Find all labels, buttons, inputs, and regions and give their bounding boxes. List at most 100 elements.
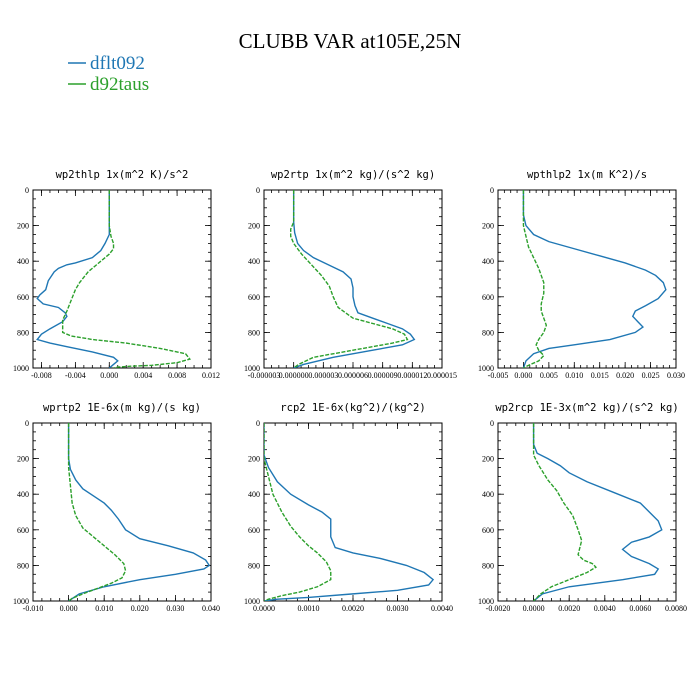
series-line-dflt092 bbox=[522, 190, 667, 368]
y-tick-label: 400 bbox=[248, 257, 260, 266]
y-tick-label: 1000 bbox=[244, 597, 260, 606]
x-tick-label: 0.025 bbox=[642, 371, 660, 380]
series-line-dflt092 bbox=[67, 423, 211, 601]
axis-frame bbox=[263, 422, 443, 602]
x-tick-label: 0.0040 bbox=[594, 604, 616, 613]
y-tick-label: 1000 bbox=[13, 364, 29, 373]
y-tick-label: 800 bbox=[482, 328, 494, 337]
x-tick-label: 0.000015 bbox=[427, 371, 457, 380]
y-tick-label: 600 bbox=[482, 293, 494, 302]
panel-6: wp2rcp 1E-3x(m^2 kg)/(s^2 kg) -0.0020 0.00… bbox=[478, 402, 687, 613]
y-tick-label: 600 bbox=[248, 526, 260, 535]
x-tick-label: 0.015 bbox=[591, 371, 609, 380]
figure-title: CLUBB VAR at105E,25N bbox=[239, 29, 462, 53]
panel-title: wprtp2 1E-6x(m kg)/(s kg) bbox=[43, 402, 201, 414]
x-tick-label: 0.000012 bbox=[397, 371, 427, 380]
series-line-d92taus bbox=[532, 423, 598, 601]
y-tick-label: 0 bbox=[25, 186, 29, 195]
x-tick-label: 0.008 bbox=[168, 371, 186, 380]
axis-frame bbox=[32, 422, 212, 602]
y-tick-label: 400 bbox=[248, 490, 260, 499]
x-tick-label: 0.030 bbox=[667, 371, 685, 380]
y-tick-label: 1000 bbox=[478, 597, 494, 606]
y-tick-label: 1000 bbox=[13, 597, 29, 606]
panel-title: rcp2 1E-6x(kg^2)/(kg^2) bbox=[280, 402, 425, 414]
x-tick-label: 0.000006 bbox=[338, 371, 368, 380]
series-line-dflt092 bbox=[264, 423, 435, 601]
series-line-dflt092 bbox=[36, 190, 119, 368]
y-tick-label: 400 bbox=[482, 490, 494, 499]
y-tick-label: 200 bbox=[17, 455, 29, 464]
x-tick-label: 0.0080 bbox=[665, 604, 687, 613]
panel-title: wp2rcp 1E-3x(m^2 kg)/(s^2 kg) bbox=[495, 402, 678, 414]
y-tick-label: 800 bbox=[248, 328, 260, 337]
y-tick-label: 200 bbox=[482, 222, 494, 231]
y-tick-label: 400 bbox=[17, 257, 29, 266]
x-tick-label: 0.0040 bbox=[431, 604, 453, 613]
y-tick-label: 1000 bbox=[478, 364, 494, 373]
y-tick-label: 800 bbox=[17, 561, 29, 570]
x-tick-label: 0.000 bbox=[60, 604, 78, 613]
y-tick-label: 200 bbox=[482, 455, 494, 464]
panel-title: wpthlp2 1x(m K^2)/s bbox=[527, 169, 647, 181]
x-tick-label: 0.012 bbox=[202, 371, 220, 380]
x-tick-label: 0.0020 bbox=[342, 604, 364, 613]
axis-frame bbox=[32, 189, 212, 369]
x-tick-label: -0.008 bbox=[31, 371, 52, 380]
series-line-d92taus bbox=[264, 423, 332, 601]
y-tick-label: 200 bbox=[248, 455, 260, 464]
x-tick-label: -0.010 bbox=[23, 604, 44, 613]
y-tick-label: 0 bbox=[490, 186, 494, 195]
panel-title: wp2thlp 1x(m^2 K)/s^2 bbox=[56, 169, 189, 181]
series-line-dflt092 bbox=[532, 423, 663, 601]
legend: dflt092 d92taus bbox=[68, 53, 149, 95]
y-tick-label: 400 bbox=[17, 490, 29, 499]
x-tick-label: 0.0020 bbox=[558, 604, 580, 613]
panel-2: wp2rtp 1x(m^2 kg)/(s^2 kg) -0.000003 0.000… bbox=[244, 169, 457, 380]
y-tick-label: 200 bbox=[248, 222, 260, 231]
y-tick-label: 0 bbox=[25, 419, 29, 428]
y-tick-label: 0 bbox=[256, 419, 260, 428]
series-line-d92taus bbox=[290, 190, 409, 368]
panel-5: rcp2 1E-6x(kg^2)/(kg^2) 0.0000 0.0010 0.002… bbox=[244, 402, 453, 613]
series-line-d92taus bbox=[67, 423, 127, 601]
x-tick-label: 0.000003 bbox=[308, 371, 338, 380]
x-tick-label: -0.0020 bbox=[486, 604, 511, 613]
x-tick-label: 0.020 bbox=[616, 371, 634, 380]
y-tick-label: 800 bbox=[17, 328, 29, 337]
x-tick-label: -0.005 bbox=[488, 371, 509, 380]
axis-frame bbox=[263, 189, 443, 369]
series-line-d92taus bbox=[522, 190, 548, 368]
x-tick-label: 0.000 bbox=[100, 371, 118, 380]
y-tick-label: 600 bbox=[248, 293, 260, 302]
y-tick-label: 0 bbox=[256, 186, 260, 195]
series-line-d92taus bbox=[61, 190, 192, 368]
x-tick-label: 0.000009 bbox=[368, 371, 398, 380]
x-tick-label: -0.000003 bbox=[248, 371, 281, 380]
x-tick-label: 0.010 bbox=[95, 604, 113, 613]
x-tick-label: 0.040 bbox=[202, 604, 220, 613]
y-tick-label: 600 bbox=[17, 526, 29, 535]
y-tick-label: 1000 bbox=[244, 364, 260, 373]
x-tick-label: 0.000 bbox=[514, 371, 532, 380]
x-tick-label: 0.004 bbox=[134, 371, 152, 380]
x-tick-label: 0.0000 bbox=[253, 604, 275, 613]
panel-3: wpthlp2 1x(m K^2)/s -0.005 0.000 0.005 0.010… bbox=[478, 169, 685, 380]
y-tick-label: 200 bbox=[17, 222, 29, 231]
y-tick-label: 600 bbox=[17, 293, 29, 302]
axis-frame bbox=[497, 189, 677, 369]
panel-title: wp2rtp 1x(m^2 kg)/(s^2 kg) bbox=[271, 169, 435, 181]
x-tick-label: 0.030 bbox=[166, 604, 184, 613]
x-tick-label: 0.0010 bbox=[298, 604, 320, 613]
x-tick-label: 0.0030 bbox=[387, 604, 409, 613]
x-tick-label: 0.010 bbox=[565, 371, 583, 380]
y-tick-label: 400 bbox=[482, 257, 494, 266]
x-tick-label: 0.005 bbox=[540, 371, 558, 380]
y-tick-label: 800 bbox=[482, 561, 494, 570]
panel-grid: wp2thlp 1x(m^2 K)/s^2 -0.008 -0.004 0.000 0.… bbox=[13, 169, 687, 613]
y-tick-label: 600 bbox=[482, 526, 494, 535]
y-tick-label: 0 bbox=[490, 419, 494, 428]
x-tick-label: 0.020 bbox=[131, 604, 149, 613]
panel-4: wprtp2 1E-6x(m kg)/(s kg) -0.010 0.000 0.01… bbox=[13, 402, 220, 613]
